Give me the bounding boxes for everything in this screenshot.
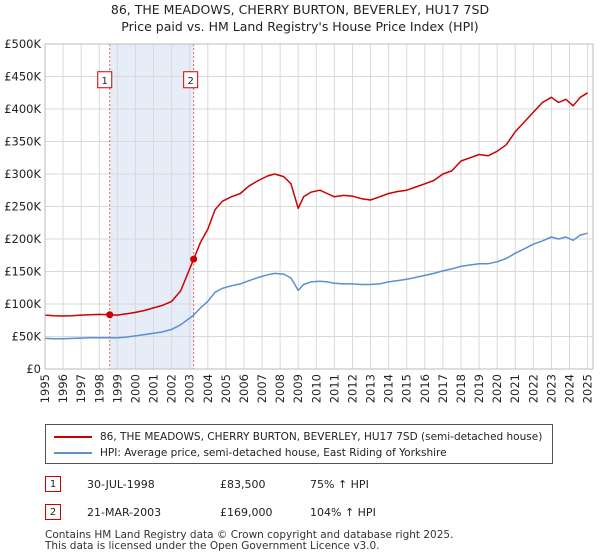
x-tick-label: 2022	[526, 374, 540, 403]
x-tick-label: 2005	[219, 374, 233, 403]
y-tick-label: £300K	[4, 167, 41, 181]
transaction-date: 30-JUL-1998	[87, 477, 155, 491]
x-tick-label: 2007	[255, 374, 269, 403]
x-tick-label: 2017	[436, 374, 450, 403]
sale-marker-label: 2	[187, 76, 193, 87]
x-tick-label: 1997	[74, 374, 88, 403]
x-tick-label: 2016	[418, 374, 432, 403]
x-tick-label: 2013	[364, 374, 378, 403]
footer-attribution: Contains HM Land Registry data © Crown c…	[45, 530, 453, 552]
x-tick-label: 2008	[273, 374, 287, 403]
x-tick-label: 2006	[237, 374, 251, 403]
legend: 86, THE MEADOWS, CHERRY BURTON, BEVERLEY…	[45, 424, 553, 464]
x-tick-label: 2023	[544, 374, 558, 403]
x-tick-label: 2001	[147, 374, 161, 403]
x-tick-label: 2002	[165, 374, 179, 403]
y-tick-label: £50K	[12, 330, 42, 344]
chart-subtitle: Price paid vs. HM Land Registry's House …	[121, 19, 478, 34]
sale-marker-label: 1	[102, 76, 108, 87]
x-tick-label: 1995	[38, 374, 52, 403]
chart-title: 86, THE MEADOWS, CHERRY BURTON, BEVERLEY…	[111, 2, 489, 17]
x-tick-label: 2000	[128, 374, 142, 403]
legend-swatch-property	[54, 436, 92, 438]
sale-marker-box	[183, 71, 199, 89]
x-tick-label: 1999	[110, 374, 124, 403]
property-price-line	[44, 92, 588, 317]
legend-swatch-hpi	[54, 452, 92, 454]
x-tick-label: 2014	[382, 374, 396, 403]
hpi-line	[44, 232, 588, 340]
sale-marker-box	[97, 71, 113, 89]
x-tick-label: 2012	[345, 374, 359, 403]
transaction-number-badge: 1	[45, 476, 61, 492]
y-tick-label: £450K	[4, 70, 41, 84]
x-tick-label: 2003	[183, 374, 197, 403]
y-tick-label: £200K	[4, 232, 41, 246]
legend-label-property: 86, THE MEADOWS, CHERRY BURTON, BEVERLEY…	[100, 431, 543, 443]
transaction-hpi-change: 104% ↑ HPI	[310, 505, 376, 519]
transaction-row: 2 21-MAR-2003 £169,000 104% ↑ HPI	[45, 502, 545, 522]
x-tick-label: 2018	[454, 374, 468, 403]
plot-area: £0 £50K £100K £150K £200K £250K £300K £350K £400…	[4, 37, 594, 403]
x-tick-label: 2010	[309, 374, 323, 403]
legend-label-hpi: HPI: Average price, semi-detached house,…	[100, 447, 447, 459]
plot-border	[44, 43, 594, 370]
y-tick-label: £250K	[4, 200, 41, 214]
x-tick-label: 1998	[92, 374, 106, 403]
price-chart: 86, THE MEADOWS, CHERRY BURTON, BEVERLEY…	[4, 2, 594, 403]
x-tick-label: 2015	[400, 374, 414, 403]
transaction-hpi-change: 75% ↑ HPI	[310, 477, 369, 491]
x-tick-label: 2020	[490, 374, 504, 403]
legend-item-property: 86, THE MEADOWS, CHERRY BURTON, BEVERLEY…	[54, 429, 542, 445]
transaction-date: 21-MAR-2003	[87, 505, 162, 519]
footer-copyright: Contains HM Land Registry data © Crown c…	[45, 529, 454, 541]
legend-item-hpi: HPI: Average price, semi-detached house,…	[54, 445, 447, 461]
sale-point	[190, 255, 198, 263]
y-tick-label: £0	[26, 362, 41, 376]
x-tick-label: 2024	[562, 374, 576, 403]
transaction-number-badge: 2	[45, 504, 61, 520]
x-tick-label: 1996	[56, 374, 70, 403]
footer-licence: This data is licensed under the Open Gov…	[45, 540, 380, 552]
transaction-price: £169,000	[220, 505, 273, 519]
y-tick-label: £500K	[4, 37, 41, 51]
y-tick-label: £100K	[4, 297, 41, 311]
x-tick-label: 2021	[508, 374, 522, 403]
sale-point	[106, 311, 114, 319]
transaction-row: 1 30-JUL-1998 £83,500 75% ↑ HPI	[45, 474, 545, 494]
y-tick-label: £400K	[4, 102, 41, 116]
y-tick-label: £350K	[4, 135, 41, 149]
x-tick-label: 2019	[472, 374, 486, 403]
x-tick-label: 2009	[291, 374, 305, 403]
x-tick-label: 2011	[327, 374, 341, 403]
x-tick-label: 2025	[581, 374, 595, 403]
y-tick-label: £150K	[4, 265, 41, 279]
x-tick-label: 2004	[201, 374, 215, 403]
transaction-price: £83,500	[220, 477, 266, 491]
